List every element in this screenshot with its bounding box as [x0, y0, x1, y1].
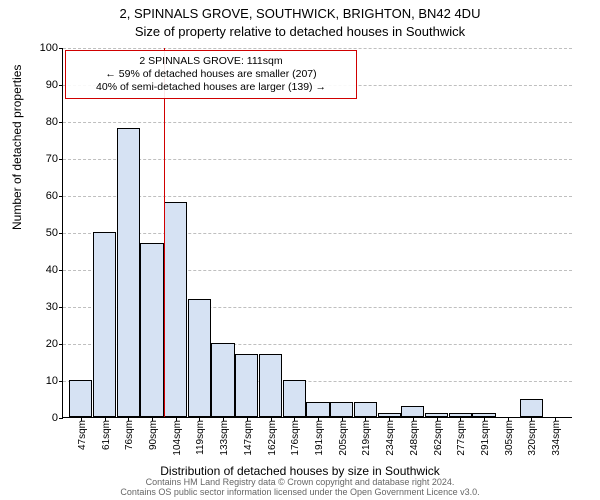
- ytick-label: 100: [40, 42, 58, 54]
- ytick-label: 20: [46, 338, 58, 350]
- page-title: 2, SPINNALS GROVE, SOUTHWICK, BRIGHTON, …: [0, 6, 600, 21]
- ytick-label: 60: [46, 190, 58, 202]
- histogram-bar: [93, 232, 116, 417]
- ytick-mark: [59, 307, 63, 308]
- histogram-bar: [306, 402, 329, 417]
- histogram-bar: [211, 343, 234, 417]
- xtick-label: 76sqm: [124, 420, 135, 450]
- chart-container: 2, SPINNALS GROVE, SOUTHWICK, BRIGHTON, …: [0, 0, 600, 500]
- xtick-label: 277sqm: [456, 420, 467, 456]
- xtick-label: 205sqm: [338, 420, 349, 456]
- ytick-mark: [59, 196, 63, 197]
- ytick-label: 40: [46, 264, 58, 276]
- y-axis-label: Number of detached properties: [10, 65, 24, 230]
- histogram-bar: [235, 354, 258, 417]
- property-marker-line: [164, 48, 165, 417]
- ytick-label: 70: [46, 153, 58, 165]
- histogram-bar: [283, 380, 306, 417]
- ytick-mark: [59, 159, 63, 160]
- ytick-mark: [59, 381, 63, 382]
- xtick-label: 104sqm: [172, 420, 183, 456]
- xtick-label: 176sqm: [290, 420, 301, 456]
- histogram-bar: [354, 402, 377, 417]
- xtick-label: 305sqm: [504, 420, 515, 456]
- footnote-line2: Contains OS public sector information li…: [120, 487, 479, 497]
- histogram-bar: [164, 202, 187, 417]
- page-subtitle: Size of property relative to detached ho…: [0, 24, 600, 39]
- ytick-mark: [59, 344, 63, 345]
- xtick-label: 47sqm: [77, 420, 88, 450]
- histogram-bar: [401, 406, 424, 417]
- ytick-label: 10: [46, 375, 58, 387]
- footnote: Contains HM Land Registry data © Crown c…: [0, 478, 600, 498]
- callout-line2: ← 59% of detached houses are smaller (20…: [72, 68, 350, 81]
- gridline: [63, 48, 572, 49]
- xtick-label: 291sqm: [480, 420, 491, 456]
- ytick-mark: [59, 270, 63, 271]
- xtick-label: 234sqm: [385, 420, 396, 456]
- ytick-label: 0: [52, 412, 58, 424]
- ytick-mark: [59, 48, 63, 49]
- histogram-bar: [140, 243, 163, 417]
- xtick-label: 61sqm: [101, 420, 112, 450]
- xtick-label: 219sqm: [361, 420, 372, 456]
- ytick-label: 30: [46, 301, 58, 313]
- gridline: [63, 122, 572, 123]
- xtick-label: 162sqm: [267, 420, 278, 456]
- ytick-mark: [59, 233, 63, 234]
- histogram-bar: [69, 380, 92, 417]
- callout-box: 2 SPINNALS GROVE: 111sqm ← 59% of detach…: [65, 50, 357, 99]
- xtick-label: 90sqm: [148, 420, 159, 450]
- xtick-label: 119sqm: [195, 420, 206, 455]
- histogram-bar: [259, 354, 282, 417]
- ytick-label: 80: [46, 116, 58, 128]
- xtick-label: 320sqm: [527, 420, 538, 456]
- histogram-bar: [330, 402, 353, 417]
- xtick-label: 334sqm: [551, 420, 562, 456]
- ytick-label: 50: [46, 227, 58, 239]
- ytick-mark: [59, 418, 63, 419]
- x-axis-label: Distribution of detached houses by size …: [0, 464, 600, 478]
- xtick-label: 147sqm: [243, 420, 254, 456]
- histogram-bar: [520, 399, 543, 418]
- xtick-label: 262sqm: [433, 420, 444, 456]
- plot-area: 47sqm61sqm76sqm90sqm104sqm119sqm133sqm14…: [62, 48, 572, 418]
- histogram-bar: [117, 128, 140, 417]
- ytick-mark: [59, 85, 63, 86]
- callout-line1: 2 SPINNALS GROVE: 111sqm: [72, 55, 350, 68]
- histogram-bar: [188, 299, 211, 417]
- xtick-label: 191sqm: [314, 420, 325, 456]
- footnote-line1: Contains HM Land Registry data © Crown c…: [146, 477, 455, 487]
- callout-line3: 40% of semi-detached houses are larger (…: [72, 81, 350, 94]
- xtick-label: 248sqm: [409, 420, 420, 456]
- ytick-label: 90: [46, 79, 58, 91]
- xtick-label: 133sqm: [219, 420, 230, 456]
- ytick-mark: [59, 122, 63, 123]
